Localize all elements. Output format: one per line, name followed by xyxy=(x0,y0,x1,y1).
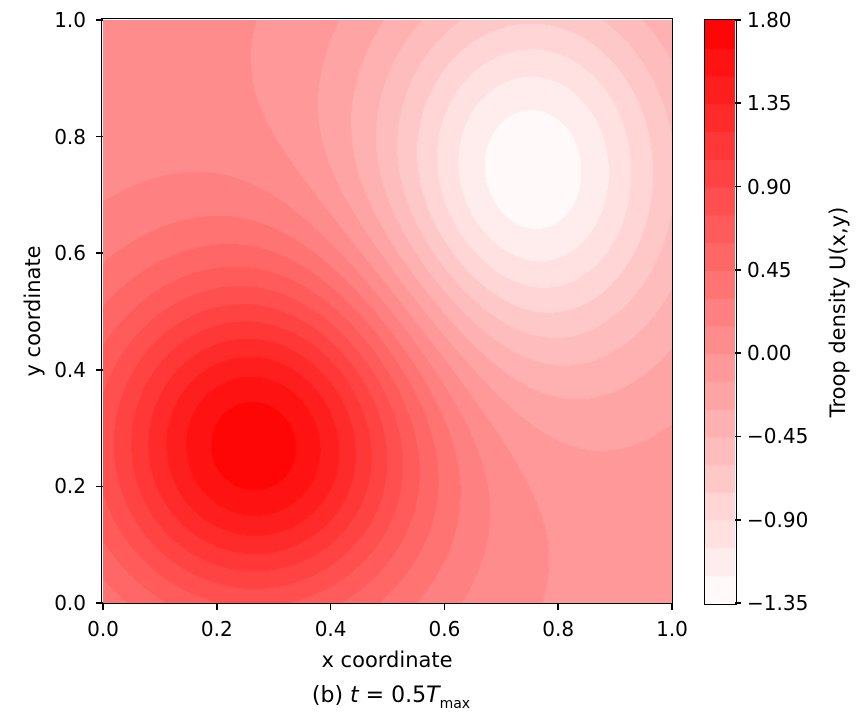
y-axis-label: y coordinate xyxy=(21,245,45,377)
caption-index: (b) xyxy=(311,683,351,708)
y-tick-mark xyxy=(96,485,103,488)
caption-equation: = 0.5 xyxy=(358,683,427,708)
y-tick-mark xyxy=(96,602,103,604)
x-axis-label: x coordinate xyxy=(321,648,453,672)
colorbar-tick-mark xyxy=(735,269,741,271)
x-tick-label: 0.2 xyxy=(200,617,233,641)
contour-plot-canvas xyxy=(103,20,672,603)
colorbar-tick-mark xyxy=(735,518,741,521)
x-tick-label: 0.4 xyxy=(314,617,347,641)
colorbar-tick-mark xyxy=(735,602,741,604)
y-tick-mark xyxy=(96,19,103,21)
colorbar-tick-label: 0.90 xyxy=(747,174,792,199)
x-tick-mark xyxy=(329,603,332,610)
caption-time-var: t xyxy=(350,683,359,708)
colorbar-tick-mark xyxy=(735,19,741,21)
colorbar-tick-mark xyxy=(735,435,741,438)
x-tick-label: 0.6 xyxy=(428,617,461,641)
x-tick-mark xyxy=(557,603,559,610)
colorbar-tick-label: −0.45 xyxy=(747,424,809,449)
colorbar-tick-label: −0.90 xyxy=(747,507,809,532)
y-tick-label: 0.2 xyxy=(54,474,86,499)
colorbar-tick-label: −1.35 xyxy=(747,591,809,615)
x-tick-label: 0.8 xyxy=(542,617,575,641)
caption-tmax-var: T xyxy=(426,683,440,708)
colorbar-tick-label: 0.00 xyxy=(747,341,792,366)
colorbar-canvas xyxy=(705,20,735,603)
y-tick-label: 0.6 xyxy=(54,241,86,266)
y-tick-label: 0.8 xyxy=(54,124,86,149)
y-tick-mark xyxy=(96,369,103,371)
y-tick-label: 1.0 xyxy=(54,8,86,32)
colorbar-tick-label: 0.45 xyxy=(747,257,792,282)
colorbar-tick-label: 1.35 xyxy=(747,91,792,116)
y-tick-label: 0.0 xyxy=(54,591,86,615)
figure-caption: (b) t = 0.5Tmax xyxy=(312,683,470,712)
colorbar-tick-mark xyxy=(735,352,741,354)
x-tick-label: 0.0 xyxy=(87,617,119,641)
caption-tmax-subscript: max xyxy=(439,696,471,712)
x-tick-mark xyxy=(216,603,218,610)
y-tick-mark xyxy=(96,252,103,254)
x-tick-mark xyxy=(671,603,673,610)
y-tick-mark xyxy=(96,135,103,138)
x-tick-label: 1.0 xyxy=(656,617,688,641)
colorbar-tick-mark xyxy=(735,102,741,105)
colorbar-label: Troop density U(x,y) xyxy=(826,206,850,418)
y-tick-label: 0.4 xyxy=(54,357,86,382)
x-tick-mark xyxy=(102,603,104,610)
x-tick-mark xyxy=(443,603,446,610)
colorbar-tick-mark xyxy=(735,185,741,188)
colorbar-tick-label: 1.80 xyxy=(747,8,792,32)
